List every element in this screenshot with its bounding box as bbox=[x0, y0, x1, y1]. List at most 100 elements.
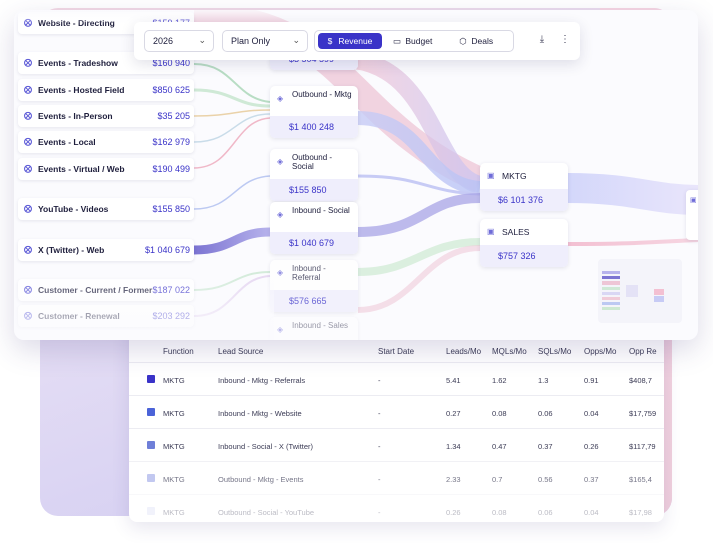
header-opp-revenue[interactable]: Opp Re bbox=[629, 347, 657, 356]
row-source: Outbound - Social - YouTube bbox=[218, 508, 314, 517]
row-start-date: - bbox=[378, 475, 381, 484]
chevron-down-icon: ⌄ bbox=[292, 35, 300, 46]
source-node[interactable]: ⨂ YouTube - Videos $155 850 bbox=[18, 198, 194, 220]
row-start-date: - bbox=[378, 409, 381, 418]
source-node[interactable]: ⨂ Events - In-Person $35 205 bbox=[18, 105, 194, 127]
source-node[interactable]: ⨂ Events - Local $162 979 bbox=[18, 131, 194, 153]
tab-label: Deals bbox=[471, 36, 493, 46]
row-mqls: 0.08 bbox=[492, 409, 507, 418]
row-leads: 0.26 bbox=[446, 508, 461, 517]
row-opps: 0.26 bbox=[584, 442, 599, 451]
function-label: SALES bbox=[502, 227, 529, 237]
channel-value: $576 665 bbox=[270, 290, 358, 312]
row-function: MKTG bbox=[163, 475, 185, 484]
header-opps[interactable]: Opps/Mo bbox=[584, 347, 616, 356]
download-icon: ⤓ bbox=[540, 34, 544, 45]
function-color-swatch bbox=[147, 507, 155, 515]
source-label: Customer - Current / Former bbox=[38, 285, 152, 295]
minimap[interactable] bbox=[598, 259, 682, 323]
channel-node[interactable]: ◈ Inbound - Social $1 040 679 bbox=[270, 202, 358, 254]
header-function[interactable]: Function bbox=[163, 347, 194, 356]
function-value: $757 326 bbox=[480, 245, 568, 267]
table-row[interactable]: MKTG Inbound - Mktg - Website - 0.27 0.0… bbox=[129, 395, 664, 428]
row-mqls: 0.7 bbox=[492, 475, 502, 484]
row-leads: 5.41 bbox=[446, 376, 461, 385]
row-opps: 0.04 bbox=[584, 508, 599, 517]
metric-toggle: $ Revenue ▭ Budget ⬡ Deals bbox=[314, 30, 514, 52]
row-start-date: - bbox=[378, 376, 381, 385]
row-opp-revenue: $17,98 bbox=[629, 508, 652, 517]
tag-icon: ◈ bbox=[277, 325, 283, 334]
lead-source-icon: ⨂ bbox=[24, 245, 32, 254]
channel-node[interactable]: ◈ Outbound - Mktg $1 400 248 bbox=[270, 86, 358, 138]
lead-source-icon: ⨂ bbox=[24, 204, 32, 213]
more-options-button[interactable]: ⋮ bbox=[555, 31, 575, 51]
header-mqls[interactable]: MQLs/Mo bbox=[492, 347, 527, 356]
table-row[interactable]: MKTG Inbound - Social - X (Twitter) - 1.… bbox=[129, 428, 664, 461]
source-label: Events - Virtual / Web bbox=[38, 164, 125, 174]
function-node-sales[interactable]: ▣ SALES $757 326 bbox=[480, 219, 568, 267]
channel-label: Outbound - Social bbox=[292, 153, 354, 171]
revenue-tab[interactable]: $ Revenue bbox=[318, 33, 382, 49]
function-color-swatch bbox=[147, 375, 155, 383]
lead-source-icon: ⨂ bbox=[24, 285, 32, 294]
lead-source-icon: ⨂ bbox=[24, 137, 32, 146]
source-node[interactable]: ⨂ Events - Virtual / Web $190 499 bbox=[18, 158, 194, 180]
function-value: $6 101 376 bbox=[480, 189, 568, 211]
output-node[interactable]: ▣ bbox=[686, 190, 698, 240]
year-value: 2026 bbox=[153, 36, 173, 46]
header-leads[interactable]: Leads/Mo bbox=[446, 347, 481, 356]
source-node[interactable]: ⨂ Customer - Renewal $203 292 bbox=[18, 305, 194, 327]
lead-source-icon: ⨂ bbox=[24, 111, 32, 120]
table-header: Function Lead Source Start Date Leads/Mo… bbox=[129, 344, 664, 362]
channel-value: $1 400 248 bbox=[270, 116, 358, 138]
source-label: Events - In-Person bbox=[38, 111, 113, 121]
header-sqls[interactable]: SQLs/Mo bbox=[538, 347, 571, 356]
tag-icon: ◈ bbox=[277, 157, 283, 166]
channel-label: Inbound - Social bbox=[292, 206, 354, 215]
channel-node[interactable]: ◈ Outbound - Social $155 850 bbox=[270, 149, 358, 201]
download-button[interactable]: ⤓ bbox=[532, 31, 552, 51]
lead-source-icon: ⨂ bbox=[24, 58, 32, 67]
function-color-swatch bbox=[147, 474, 155, 482]
lock-icon: ▣ bbox=[487, 171, 495, 180]
source-node[interactable]: ⨂ Events - Hosted Field $850 625 bbox=[18, 79, 194, 101]
lead-source-icon: ⨂ bbox=[24, 85, 32, 94]
channel-node[interactable]: ◈ Inbound - Referral $576 665 bbox=[270, 260, 358, 312]
plan-filter-value: Plan Only bbox=[231, 36, 270, 46]
year-select[interactable]: 2026 ⌄ bbox=[144, 30, 214, 52]
plan-filter-select[interactable]: Plan Only ⌄ bbox=[222, 30, 308, 52]
tab-label: Budget bbox=[405, 36, 432, 46]
row-opp-revenue: $408,7 bbox=[629, 376, 652, 385]
row-function: MKTG bbox=[163, 376, 185, 385]
header-start-date[interactable]: Start Date bbox=[378, 347, 414, 356]
budget-tab[interactable]: ▭ Budget bbox=[387, 33, 445, 49]
table-row[interactable]: MKTG Inbound - Mktg - Referrals - 5.41 1… bbox=[129, 362, 664, 395]
channel-value: $1 040 679 bbox=[270, 232, 358, 254]
channel-node[interactable]: ◈ Inbound - Sales bbox=[270, 317, 358, 340]
source-node[interactable]: ⨂ X (Twitter) - Web $1 040 679 bbox=[18, 239, 194, 261]
channel-value: $155 850 bbox=[270, 179, 358, 201]
channel-label: Inbound - Sales bbox=[292, 321, 354, 330]
table-row[interactable]: MKTG Outbound - Social - YouTube - 0.26 … bbox=[129, 494, 664, 522]
source-value: $35 205 bbox=[157, 111, 190, 121]
row-source: Inbound - Mktg - Website bbox=[218, 409, 302, 418]
deals-tab[interactable]: ⬡ Deals bbox=[453, 33, 509, 49]
tab-label: Revenue bbox=[338, 36, 372, 46]
row-function: MKTG bbox=[163, 409, 185, 418]
row-mqls: 0.08 bbox=[492, 508, 507, 517]
source-label: Events - Local bbox=[38, 137, 96, 147]
row-mqls: 1.62 bbox=[492, 376, 507, 385]
source-value: $1 040 679 bbox=[145, 245, 190, 255]
function-color-swatch bbox=[147, 408, 155, 416]
table-row[interactable]: MKTG Outbound - Mktg - Events - 2.33 0.7… bbox=[129, 461, 664, 494]
lead-source-icon: ⨂ bbox=[24, 18, 32, 27]
source-label: Events - Hosted Field bbox=[38, 85, 124, 95]
function-node-mktg[interactable]: ▣ MKTG $6 101 376 bbox=[480, 163, 568, 211]
source-value: $203 292 bbox=[152, 311, 190, 321]
header-lead-source[interactable]: Lead Source bbox=[218, 347, 263, 356]
source-node[interactable]: ⨂ Customer - Current / Former $187 022 bbox=[18, 279, 194, 301]
row-function: MKTG bbox=[163, 508, 185, 517]
row-opps: 0.37 bbox=[584, 475, 599, 484]
row-opps: 0.04 bbox=[584, 409, 599, 418]
